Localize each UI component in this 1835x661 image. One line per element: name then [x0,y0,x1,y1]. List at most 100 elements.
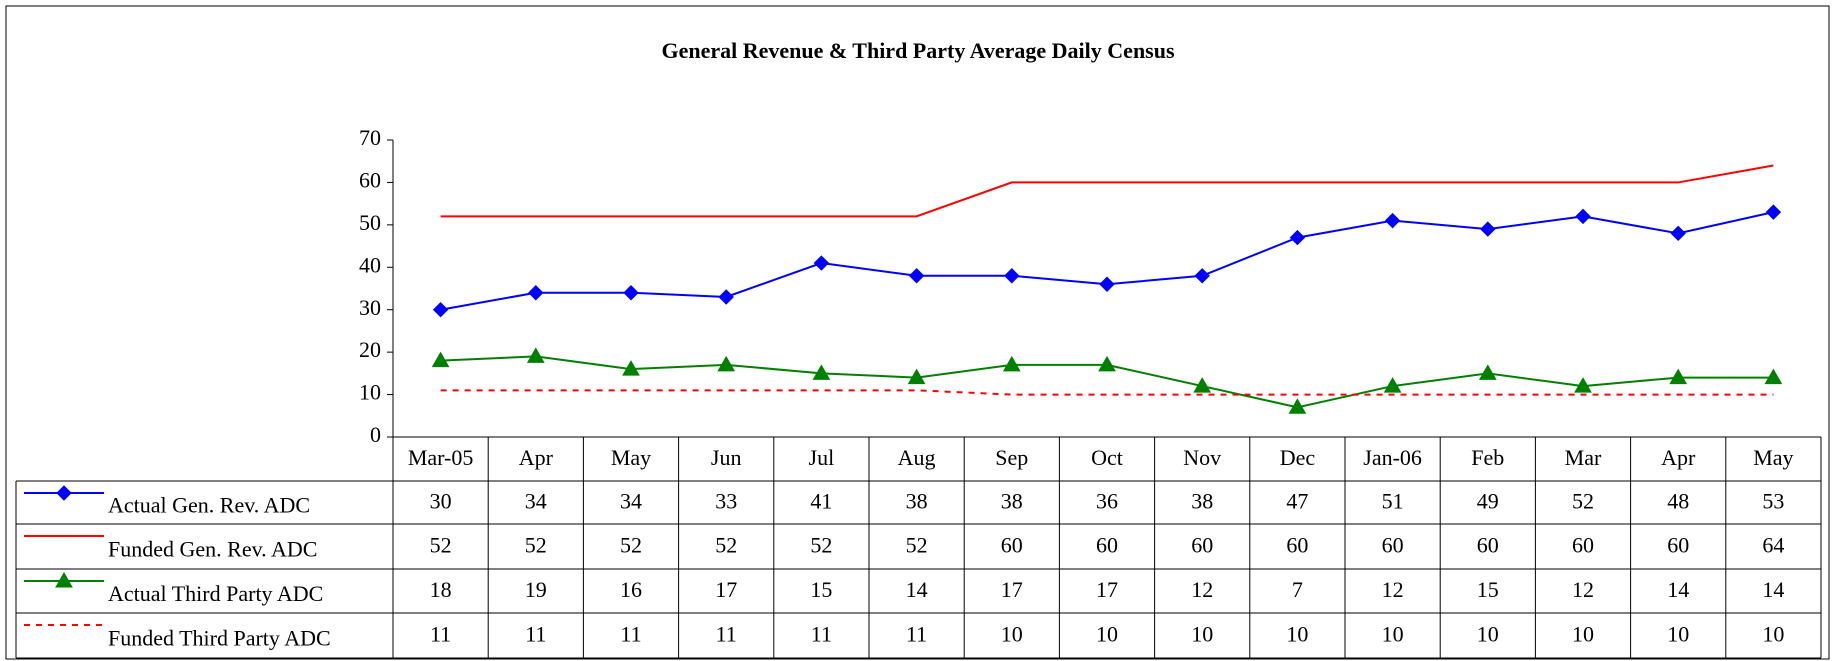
chart-title: General Revenue & Third Party Average Da… [661,38,1175,63]
x-tick-label: Jan-06 [1363,445,1422,470]
marker [1098,355,1116,372]
table-value: 52 [715,533,737,558]
y-tick-label: 50 [359,210,381,235]
table-value: 49 [1477,489,1499,514]
table-value: 38 [1191,489,1213,514]
table-value: 14 [1762,577,1784,602]
table-value: 10 [1001,622,1023,647]
table-value: 15 [810,577,832,602]
x-tick-label: Feb [1471,445,1504,470]
marker [1004,268,1020,284]
marker [432,302,449,318]
table-value: 52 [810,533,832,558]
table-value: 60 [1191,533,1213,558]
y-tick-label: 0 [370,422,381,447]
table-value: 15 [1477,577,1499,602]
table-value: 19 [525,577,547,602]
table-value: 38 [906,489,928,514]
marker [1288,398,1307,414]
table-value: 52 [430,533,452,558]
marker [56,485,72,501]
table-value: 10 [1477,622,1499,647]
marker [55,571,73,588]
table-value: 14 [906,577,928,602]
x-tick-label: Apr [519,445,554,470]
marker [1384,212,1401,229]
table-value: 52 [525,533,547,558]
x-tick-label: Oct [1091,445,1123,470]
table-value: 47 [1286,489,1308,514]
table-value: 17 [1096,577,1118,602]
x-tick-label: Apr [1661,445,1696,470]
marker [908,268,925,284]
table-value: 33 [715,489,737,514]
table-value: 10 [1286,622,1308,647]
table-value: 48 [1667,489,1689,514]
series-line [440,211,1774,311]
x-tick-label: Mar [1565,445,1602,470]
table-value: 41 [810,489,832,514]
x-tick-label: Mar-05 [408,445,474,470]
table-value: 7 [1292,577,1303,602]
marker [1383,377,1402,393]
table-value: 52 [1572,489,1594,514]
table-value: 10 [1762,622,1784,647]
marker [1480,221,1496,237]
table-value: 51 [1382,489,1404,514]
y-tick-label: 30 [359,295,381,320]
table-value: 53 [1762,489,1784,514]
table-value: 10 [1096,622,1118,647]
table-value: 60 [1096,533,1118,558]
marker [1193,377,1212,393]
table-value: 11 [430,622,451,647]
table-value: 38 [1001,489,1023,514]
table-value: 34 [620,489,642,514]
table-value: 36 [1096,489,1118,514]
marker [717,355,736,372]
table-value: 10 [1191,622,1213,647]
series-line [440,389,1774,396]
marker [812,364,831,380]
table-value: 60 [1001,533,1023,558]
table-value: 12 [1382,577,1404,602]
marker [907,368,926,385]
marker [1765,204,1782,220]
table-value: 12 [1191,577,1213,602]
table-value: 11 [811,622,832,647]
table-value: 64 [1762,533,1784,558]
marker [1669,368,1688,385]
x-tick-label: May [611,445,651,470]
marker [528,285,544,301]
table-value: 60 [1667,533,1689,558]
x-tick-label: Nov [1183,445,1221,470]
x-tick-label: Dec [1280,445,1316,470]
y-tick-label: 70 [359,125,381,150]
table-value: 17 [1001,577,1023,602]
marker [622,360,640,376]
marker [1289,229,1306,246]
marker [526,347,545,363]
legend-label: Funded Third Party ADC [108,626,331,651]
marker [1194,268,1210,284]
table-value: 10 [1382,622,1404,647]
chart-border [5,5,1830,660]
y-tick-label: 60 [359,167,381,192]
table-value: 14 [1667,577,1689,602]
y-tick-label: 10 [359,380,381,405]
marker [1670,225,1686,242]
y-tick-label: 40 [359,252,381,277]
table-value: 12 [1572,577,1594,602]
x-tick-label: Jun [711,445,742,470]
legend-label: Actual Third Party ADC [108,581,323,606]
marker [623,285,639,301]
marker [1478,364,1497,380]
table-value: 60 [1382,533,1404,558]
legend-label: Funded Gen. Rev. ADC [108,537,317,562]
table-value: 11 [906,622,927,647]
table-value: 10 [1667,622,1689,647]
table-value: 11 [620,622,641,647]
marker [1764,368,1783,385]
table-value: 34 [525,489,547,514]
marker [1099,276,1115,292]
